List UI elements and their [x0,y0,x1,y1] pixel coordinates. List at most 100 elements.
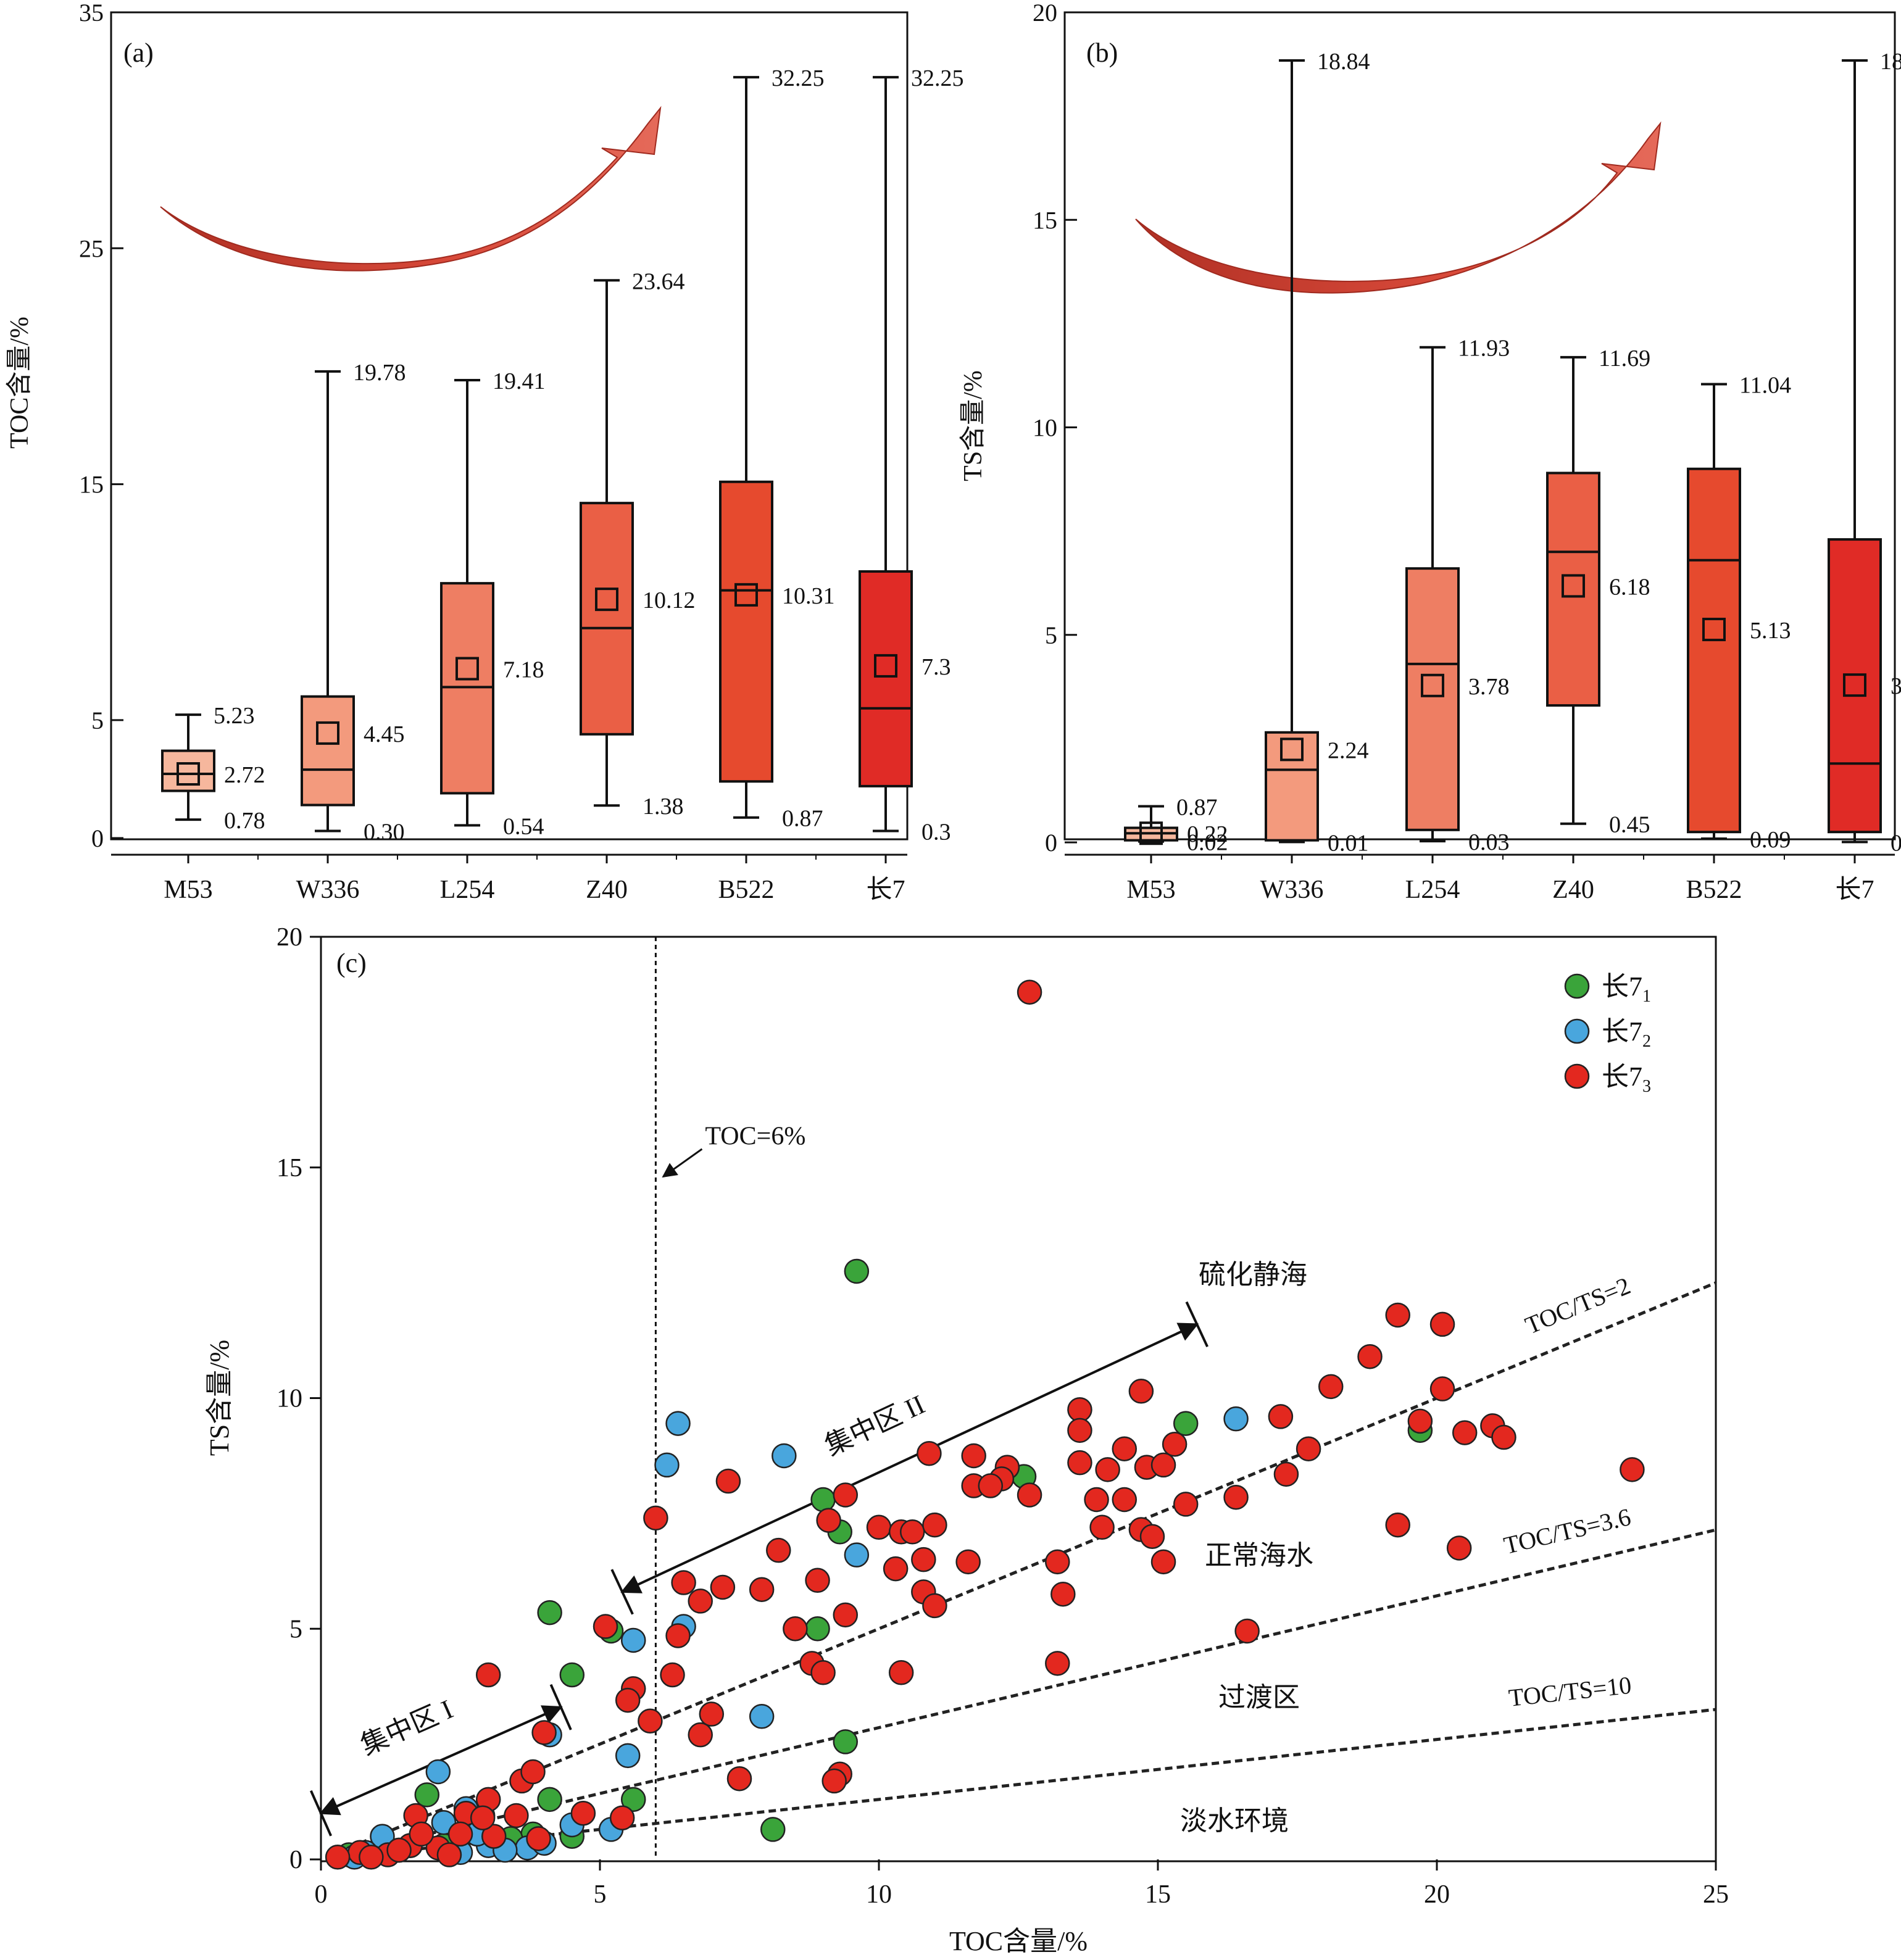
scatter-point [1084,1487,1109,1513]
legend-label-main: 长7 [1602,1016,1642,1047]
box-mean-label: 7.18 [503,657,544,683]
legend-marker [1564,1018,1590,1044]
y-tick-label: 5 [289,1615,302,1643]
x-tick-label: W336 [296,876,360,904]
scatter-point [1173,1492,1199,1517]
scatter-point [1407,1408,1433,1434]
panel-b-y-ticks: 0 5 10 15 20 [1033,0,1077,857]
box-body [859,570,913,787]
x-tick-label: W336 [1260,876,1324,904]
scatter-point [1089,1514,1115,1540]
ratio-line [348,1281,1716,1850]
panel-c-ticks: 0 5 10 15 20 25 0 5 10 15 20 [277,923,1729,1909]
scatter-point [325,1845,351,1870]
scatter-point [1318,1374,1344,1400]
box-M53: 0.870.220.02 [1124,794,1228,856]
panel-a-y-ticks: 0 5 15 25 35 [79,0,123,852]
legend-label: 长73 [1602,1061,1651,1096]
scatter-point [822,1768,847,1794]
scatter-point [1273,1461,1299,1487]
box-body [1828,538,1882,834]
scatter-point [922,1593,947,1619]
scatter-point [810,1487,836,1513]
cluster-2-end-bar [1185,1301,1208,1348]
x-tick-label: 0 [315,1880,328,1909]
box-mean-marker [1280,737,1304,762]
box-mean-label: 2.72 [224,762,265,788]
ratio-line-label: TOC/TS=3.6 [1501,1503,1633,1559]
x-tick-label: Z40 [1552,876,1594,904]
scatter-point [1139,1524,1165,1549]
legend-label: 长72 [1602,1016,1651,1051]
scatter-point [883,1556,909,1582]
scatter-point [961,1443,986,1469]
box-min-label: 0.87 [782,806,823,832]
box-body [1265,731,1319,842]
scatter-points [325,979,1645,1870]
scatter-point [1050,1581,1076,1607]
zone-normal-label: 正常海水 [1205,1540,1313,1571]
scatter-point [620,1787,646,1813]
zone-labels: 硫化静海 正常海水 过渡区 淡水环境 [1180,1260,1313,1836]
panel-a-frame [110,11,909,841]
scatter-point [955,1549,981,1575]
scatter-point [665,1623,691,1648]
box-长7: 32.25 7.3 0.3 [859,65,964,845]
legend-label-main: 长7 [1602,971,1642,1002]
scatter-point [537,1787,562,1813]
box-B522: 11.04 5.13 0.09 [1687,373,1791,853]
scatter-point [654,1452,680,1478]
scatter-point [978,1473,1004,1498]
panel-b-boxes: 0.870.220.0218.842.240.0111.933.780.0311… [1124,49,1901,856]
scatter-point [447,1821,473,1847]
cluster-2-end-bar [610,1569,634,1615]
scatter-point [715,1468,741,1494]
x-tick-label: 15 [1145,1880,1171,1909]
box-body [1405,567,1460,831]
panel-a-ylabel: TOC含量/% [6,317,34,449]
x-tick-label: 10 [866,1880,892,1909]
scatter-point [593,1614,618,1639]
scatter-point [537,1600,562,1626]
scatter-point [1150,1452,1176,1478]
scatter-point [833,1729,859,1754]
box-mean-marker [1702,618,1726,642]
scatter-point [1017,1482,1042,1508]
scatter-point [726,1766,752,1792]
scatter-point [1620,1457,1645,1482]
x-tick-label: 20 [1424,1880,1450,1909]
scatter-point [1385,1512,1410,1538]
scatter-point [911,1547,936,1572]
scatter-point [436,1842,462,1867]
scatter-point [1446,1535,1472,1561]
box-mean-label: 7.3 [921,654,951,680]
box-mean-label: 3.79 [1891,673,1901,699]
scatter-point [805,1568,830,1593]
box-max-label: 32.25 [772,65,825,91]
scatter-point [1017,979,1042,1005]
box-max-label: 32.25 [911,65,964,91]
panel-c-ylabel: TS含量/% [204,1340,235,1456]
scatter-point [833,1602,859,1628]
box-mean-marker [177,762,200,786]
scatter-point [470,1805,496,1830]
scatter-point [688,1588,713,1614]
y-tick-label: 0 [91,824,104,852]
scatter-point [844,1258,870,1284]
scatter-point [609,1805,635,1830]
scatter-point [1491,1424,1516,1450]
scatter-point [386,1837,412,1863]
scatter-point [481,1824,507,1849]
legend-marker [1564,1063,1590,1089]
box-min-label: 0.09 [1750,827,1791,853]
scatter-point [425,1759,451,1785]
scatter-point [1150,1549,1176,1575]
x-tick-label: M53 [164,876,212,904]
scatter-point [570,1801,596,1826]
box-min-label: 0.54 [503,813,544,839]
scatter-point [1296,1436,1321,1461]
panel-b-ylabel: TS含量/% [959,370,988,481]
box-max-label: 18.84 [1317,49,1370,75]
box-body [1687,467,1741,834]
